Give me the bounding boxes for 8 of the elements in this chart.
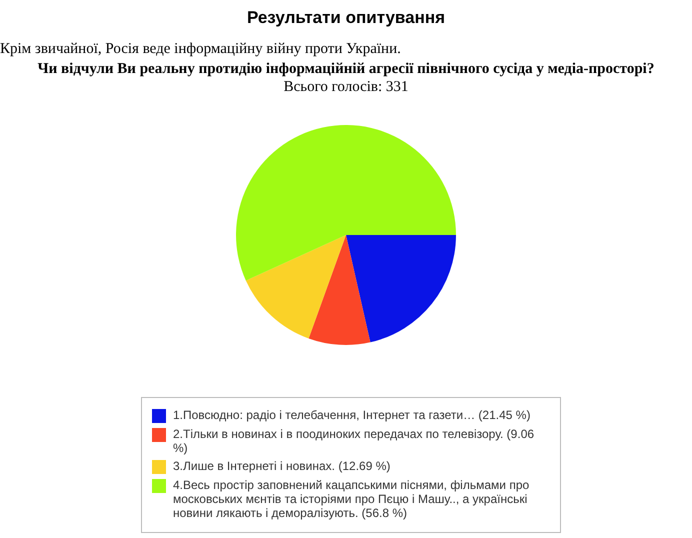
legend-label: 4.Весь простір заповнений кацапськими піснями, фільмами про московських мєнтів та історіями про Пєцю і Машу.., а українські новини лякають і деморалізують. (56.8 %) xyxy=(173,478,530,520)
chart-subtitle: Чи відчули Ви реальну протидію інформаційній агресії північного сусіда у медіа-просторі? xyxy=(36,61,656,78)
legend-label: 1.Повсюдно: радіо і телебачення, Інтернет та газети… (21.45 %) xyxy=(173,408,530,422)
legend-label: 3.Лише в Інтернеті і новинах. (12.69 %) xyxy=(173,459,390,473)
legend-label: 2.Тільки в новинах і в поодиноких передачах по телевізору. (9.06 %) xyxy=(173,427,536,455)
chart-title: Результати опитування xyxy=(246,8,446,28)
text: Крім звичайної, Росія веде інформаційну війну проти України. xyxy=(0,41,401,58)
text: Всього голосів: 331 xyxy=(282,79,410,96)
